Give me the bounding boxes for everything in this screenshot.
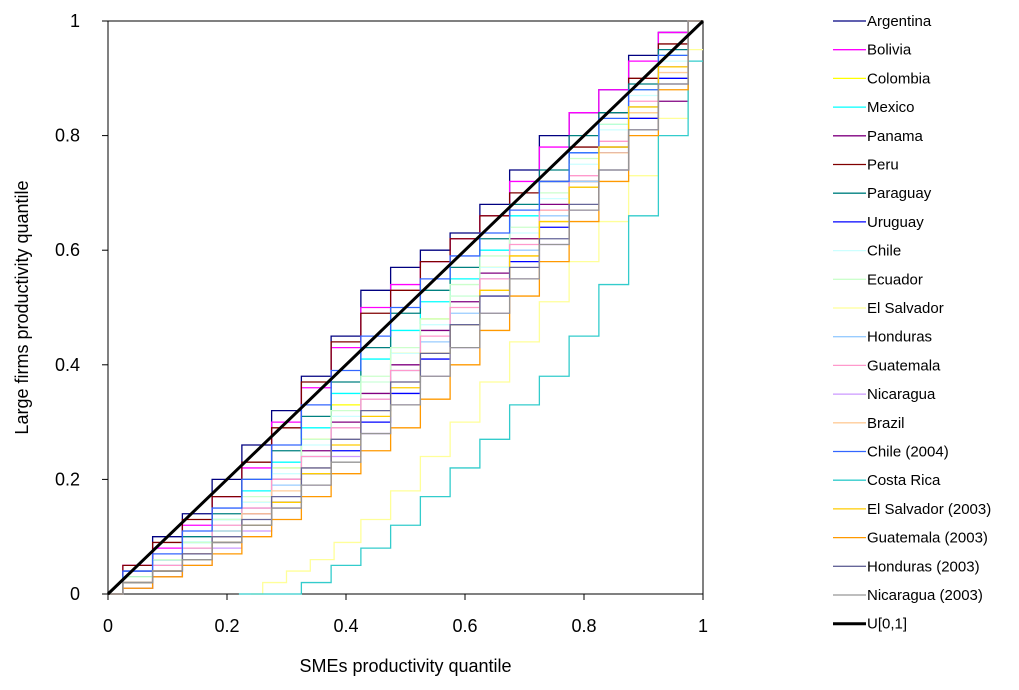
- legend-label: El Salvador: [867, 300, 944, 317]
- y-tick-label: 0.6: [55, 240, 80, 260]
- legend-label: Panama: [867, 128, 924, 145]
- legend-label: Honduras (2003): [867, 558, 980, 575]
- x-axis-title: SMEs productivity quantile: [299, 656, 511, 676]
- legend-label: Chile (2004): [867, 444, 949, 461]
- legend-label: Guatemala: [867, 357, 941, 374]
- legend-label: Colombia: [867, 70, 931, 87]
- legend-label: Mexico: [867, 99, 915, 116]
- y-tick-label: 0.4: [55, 355, 80, 375]
- legend-label: Chile: [867, 243, 901, 260]
- y-tick-label: 0.2: [55, 469, 80, 489]
- x-axis: 0 0.2 0.4 0.6 0.8 1: [103, 594, 708, 636]
- legend-label: Bolivia: [867, 42, 912, 59]
- legend-label: Nicaragua (2003): [867, 587, 983, 604]
- legend-label: Nicaragua: [867, 386, 936, 403]
- x-tick-label: 0.8: [571, 616, 596, 636]
- legend-label: U[0,1]: [867, 616, 907, 633]
- plot-area: [106, 19, 705, 596]
- legend-label: Argentina: [867, 13, 932, 30]
- series-line-el-salvador: [250, 49, 703, 595]
- x-tick-label: 0.6: [452, 616, 477, 636]
- y-axis: 0 0.2 0.4 0.6 0.8 1: [55, 11, 108, 604]
- y-axis-title: Large firms productivity quantile: [12, 180, 32, 434]
- x-tick-label: 0.4: [333, 616, 358, 636]
- legend-label: Ecuador: [867, 271, 923, 288]
- y-tick-label: 0.8: [55, 126, 80, 146]
- legend-label: El Salvador (2003): [867, 501, 991, 518]
- series-layer: [106, 19, 705, 596]
- legend-label: Peru: [867, 157, 899, 174]
- series-line-costa-rica: [238, 60, 703, 595]
- y-tick-label: 1: [70, 11, 80, 31]
- legend-label: Honduras: [867, 329, 932, 346]
- legend: Argentina Bolivia Colombia Mexico Panama Peru…: [833, 13, 991, 633]
- legend-label: Guatemala (2003): [867, 530, 988, 547]
- y-tick-label: 0: [70, 584, 80, 604]
- legend-label: Paraguay: [867, 185, 932, 202]
- legend-label: Uruguay: [867, 214, 924, 231]
- x-tick-label: 0.2: [214, 616, 239, 636]
- x-tick-label: 0: [103, 616, 113, 636]
- series-line-nicaragua-2003: [108, 20, 703, 595]
- series-line-u-0-1: [106, 19, 705, 596]
- legend-label: Brazil: [867, 415, 905, 432]
- x-tick-label: 1: [698, 616, 708, 636]
- legend-label: Costa Rica: [867, 472, 941, 489]
- plot-frame: [107, 20, 704, 595]
